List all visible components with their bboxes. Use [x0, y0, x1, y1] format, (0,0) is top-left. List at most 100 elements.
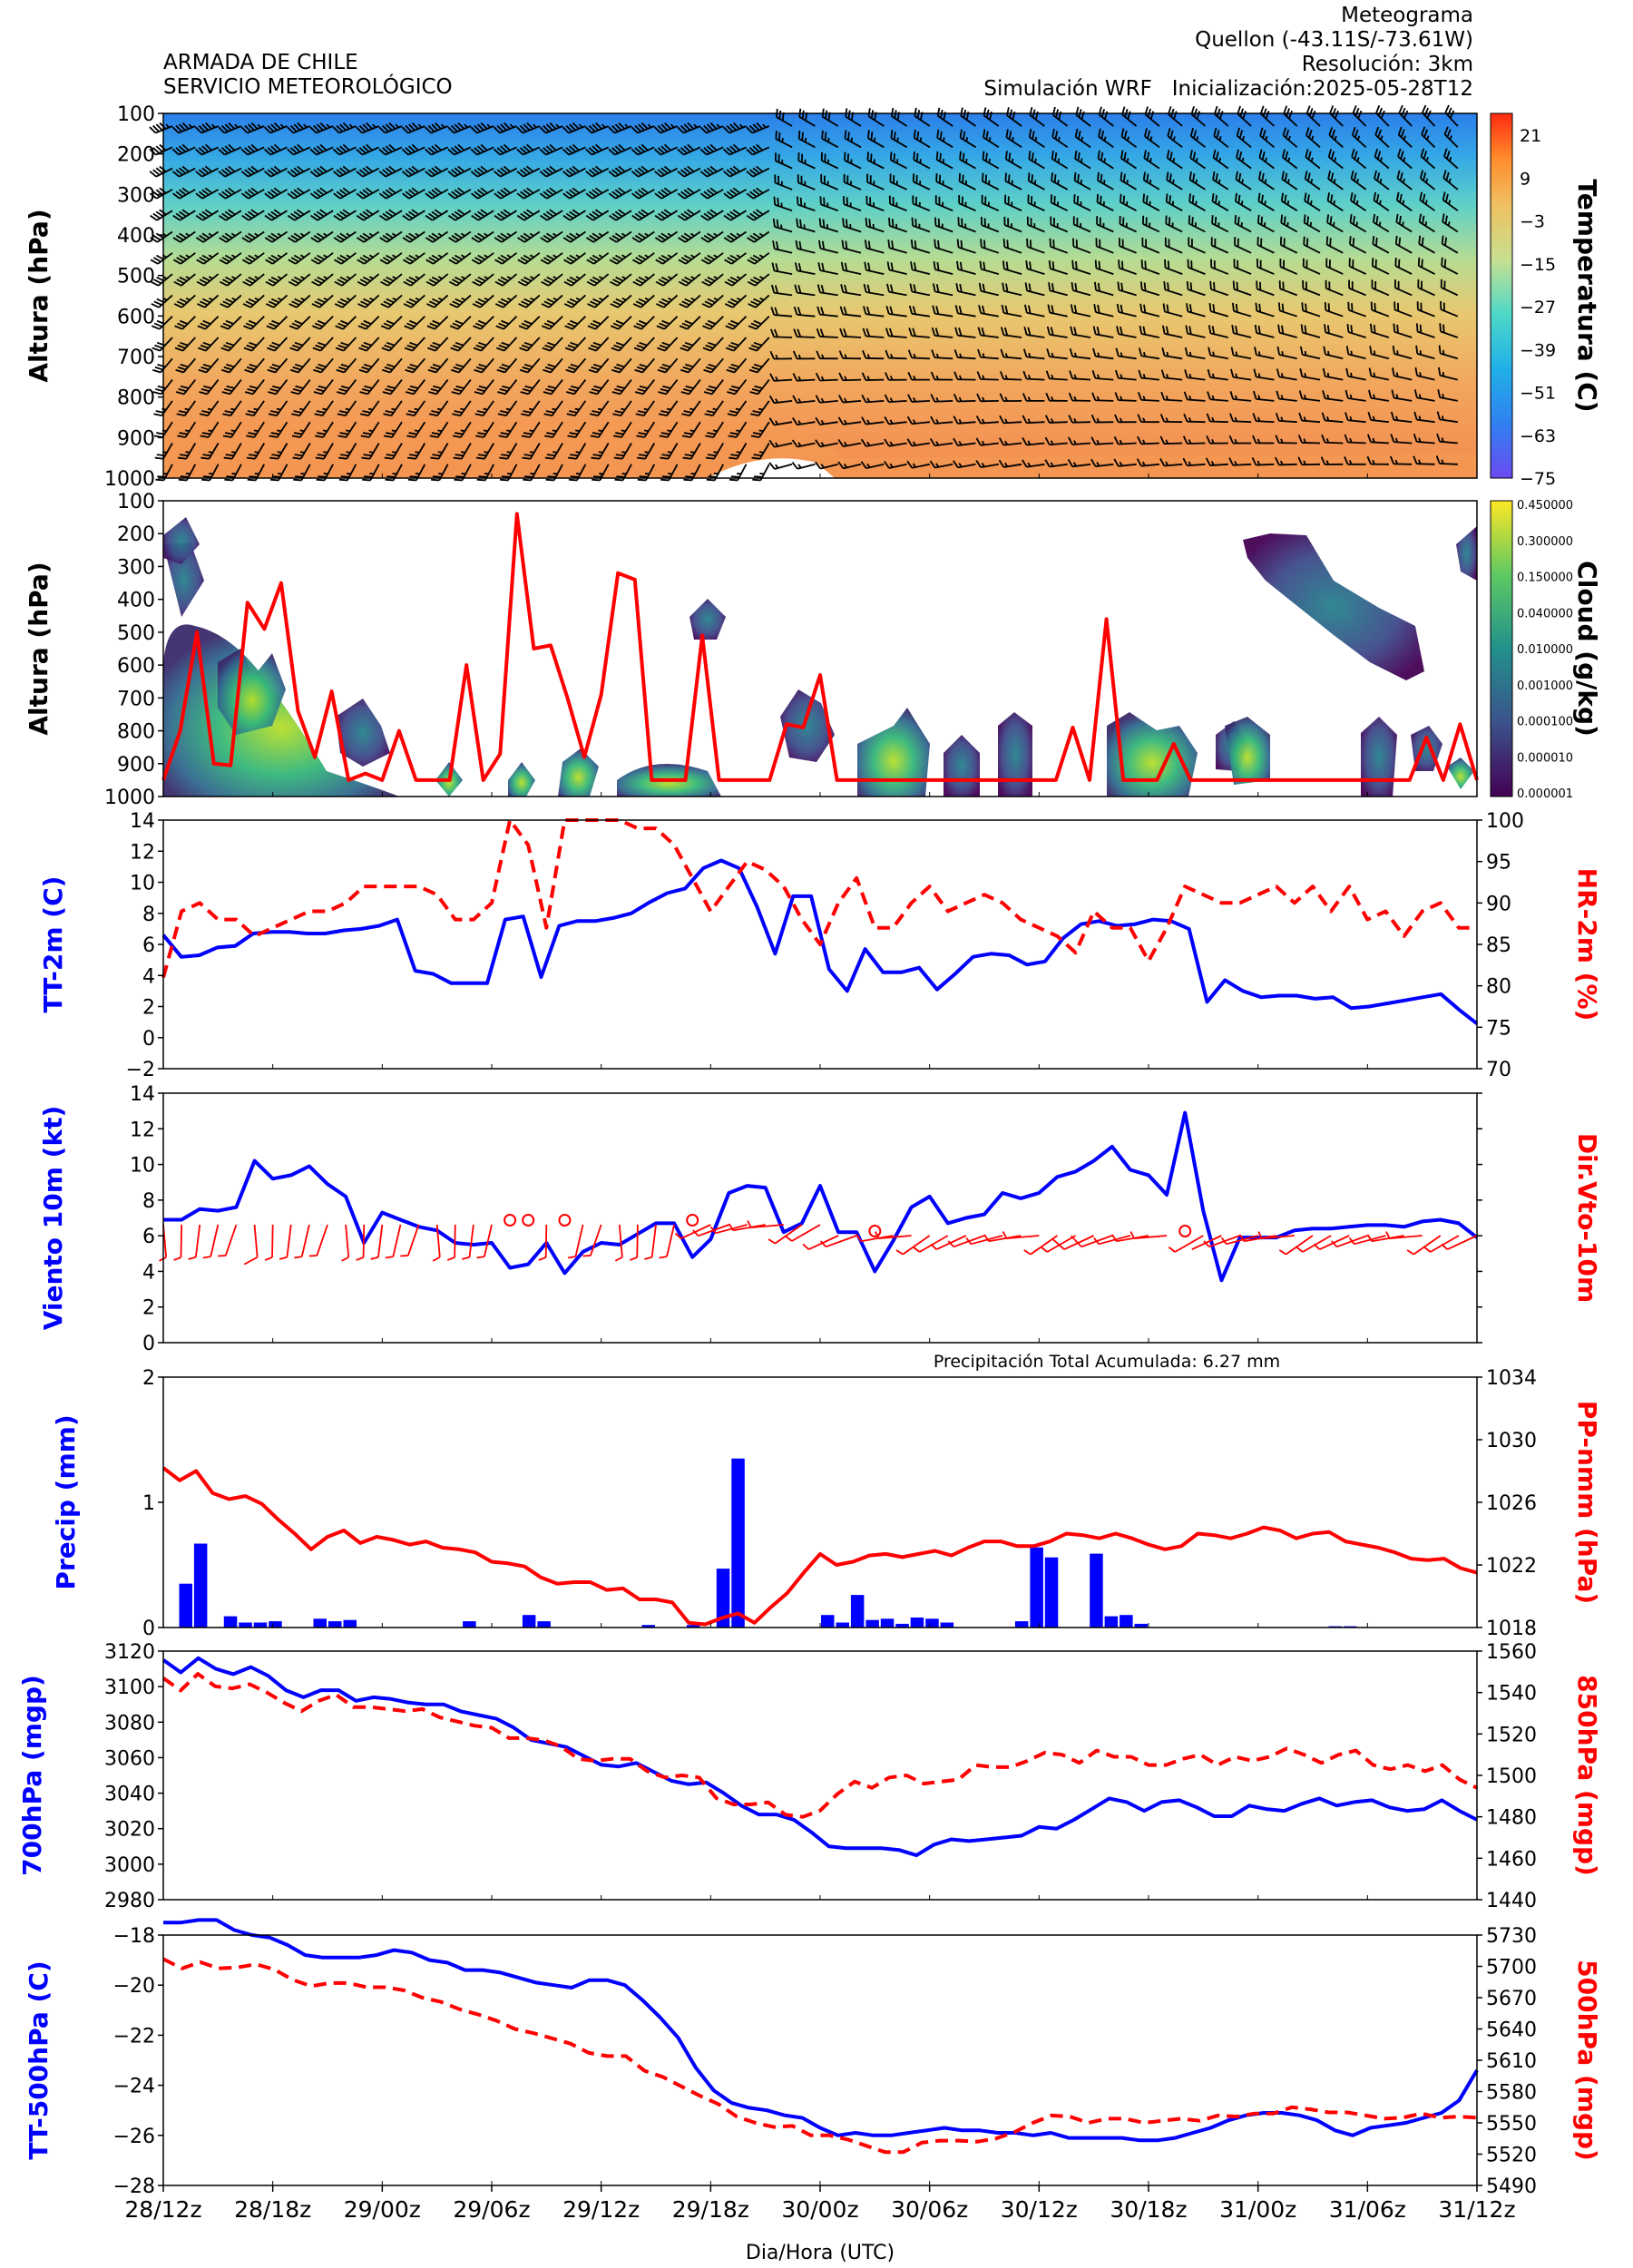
wind-barb-upper-air-half-feather	[1195, 179, 1198, 184]
wind-barb-upper-air-half-feather	[621, 254, 627, 259]
wind-barb-upper-air-half-feather	[254, 276, 259, 279]
wind-barb-upper-air-feather	[585, 126, 592, 134]
wind-barb-upper-air	[311, 294, 334, 308]
wind-barb-upper-air-feather	[1007, 218, 1010, 227]
wind-barb-upper-air	[1418, 235, 1435, 254]
wind-barb-upper-air-feather	[342, 187, 350, 194]
wind-barb-upper-air-feather	[408, 145, 416, 152]
wind-barb-upper-air-feather	[270, 210, 279, 218]
wind-barb-upper-air	[449, 294, 472, 308]
wind-barb-upper-air	[264, 187, 288, 200]
wind-barb-upper-air	[1119, 238, 1137, 254]
wind-barb-upper-air-feather	[204, 209, 213, 216]
wind-barb-upper-air-half-feather	[804, 181, 807, 186]
wind-barb-upper-air	[516, 209, 541, 221]
wind-barb-upper-air	[425, 165, 449, 178]
wind-barb-upper-air-feather	[824, 132, 827, 141]
wind-barb-upper-air-feather	[408, 232, 416, 240]
wind-barb-upper-air-feather	[1073, 194, 1076, 203]
wind-barb-upper-air-feather	[357, 259, 366, 265]
wind-barb-upper-air	[541, 273, 563, 287]
wind-barb-upper-air-feather	[1165, 193, 1169, 202]
wind-barb-upper-air-feather	[333, 237, 342, 243]
wind-barb-upper-air	[699, 143, 724, 156]
wind-barb-upper-air-feather	[516, 126, 523, 134]
surface-wind-barb-half-feather	[476, 1256, 485, 1259]
wind-barb-upper-air-feather	[181, 209, 191, 216]
wind-barb-upper-air-feather	[776, 219, 779, 229]
wind-barb-upper-air-half-feather	[873, 137, 876, 142]
wind-barb-upper-air-feather	[264, 237, 273, 243]
wind-barb-upper-air-feather	[1054, 131, 1059, 140]
wind-barb-upper-air-feather	[388, 165, 396, 172]
wind-barb-upper-air-feather	[748, 124, 757, 132]
wind-barb-upper-air-feather	[313, 257, 322, 263]
wind-barb-upper-air-feather	[1122, 173, 1126, 182]
wind-barb-upper-air-feather	[893, 132, 896, 141]
wind-barb-upper-air	[1048, 259, 1068, 275]
wind-barb-upper-air-feather	[935, 151, 939, 161]
wind-barb-upper-air-feather	[984, 174, 988, 183]
wind-barb-upper-air-feather	[1282, 127, 1287, 136]
wind-barb-upper-air-half-feather	[1379, 200, 1382, 205]
wind-barb-upper-air-feather	[707, 210, 715, 218]
wind-barb-upper-air	[844, 152, 862, 170]
wind-barb-upper-air-feather	[386, 276, 395, 282]
wind-barb-upper-air-feather	[358, 124, 367, 132]
wind-barb-upper-air	[264, 230, 288, 243]
wind-barb-upper-air-feather	[1397, 126, 1403, 135]
cloud-patch	[998, 712, 1032, 797]
wind-barb-upper-air	[265, 252, 288, 265]
wind-barb-upper-air-feather	[634, 234, 643, 241]
wind-barb-upper-air	[817, 261, 838, 275]
wind-barb-upper-air-feather	[293, 167, 301, 174]
wind-barb-upper-air-feather	[247, 167, 256, 174]
wind-barb-upper-air-half-feather	[918, 201, 921, 207]
wind-barb-upper-air-feather	[382, 191, 390, 198]
wind-barb-upper-air-feather	[614, 210, 623, 218]
wind-barb-upper-air-feather	[474, 169, 482, 176]
wind-barb-upper-air-feather	[569, 189, 577, 196]
wind-barb-upper-air	[1095, 238, 1114, 254]
wind-barb-upper-air-feather	[342, 143, 350, 152]
wind-barb-upper-air	[1002, 239, 1022, 254]
wind-barb-upper-air-feather	[1074, 283, 1078, 292]
wind-barb-upper-air-feather	[1190, 260, 1193, 269]
wind-barb-upper-air-feather	[152, 169, 161, 176]
wind-barb-upper-air-half-feather	[185, 254, 191, 259]
wind-barb-upper-air-feather	[427, 124, 435, 132]
wind-barb-upper-air-feather	[337, 300, 346, 306]
wind-barb-upper-air-feather	[153, 300, 162, 306]
wind-barb-upper-air-feather	[314, 300, 323, 306]
wind-barb-upper-air-feather	[820, 284, 825, 294]
wind-barb-upper-air-feather	[240, 126, 249, 134]
wind-barb-upper-air	[1235, 171, 1252, 191]
wind-barb-upper-air-feather	[752, 189, 760, 196]
wind-barb-upper-air-feather	[313, 124, 320, 132]
wind-barb-upper-air-feather	[201, 254, 210, 260]
wind-barb-upper-air-feather	[425, 148, 433, 156]
wind-barb-upper-air	[935, 173, 953, 191]
wind-barb-upper-air-feather	[866, 173, 869, 182]
wind-barb-upper-air	[631, 209, 655, 221]
wind-barb-upper-air	[402, 209, 425, 221]
wind-barb-upper-air-feather	[589, 257, 598, 263]
wind-barb-upper-air-feather	[549, 187, 557, 194]
wind-barb-upper-air-feather	[1098, 128, 1101, 137]
wind-barb-upper-air-feather	[799, 197, 803, 206]
wind-barb-upper-air-feather	[1120, 128, 1125, 137]
wind-barb-upper-air-feather	[729, 232, 738, 240]
wind-barb-upper-air-feather	[1325, 236, 1329, 245]
wind-barb-upper-air-feather	[287, 171, 295, 178]
wind-barb-upper-air-feather	[1143, 150, 1147, 159]
wind-barb-upper-air-feather	[1446, 150, 1451, 160]
wind-barb-upper-air-feather	[821, 262, 825, 272]
wind-barb-upper-air-feather	[245, 257, 253, 263]
calm-wind-circle	[1178, 1225, 1192, 1237]
wind-barb-upper-air-feather	[156, 254, 164, 260]
wind-barb-upper-air-feather	[847, 132, 850, 141]
wind-barb-upper-air-feather	[287, 126, 294, 134]
wind-barb-upper-air-feather	[749, 212, 758, 220]
wind-barb-upper-air-feather	[267, 212, 276, 220]
wind-barb-upper-air	[909, 283, 931, 297]
